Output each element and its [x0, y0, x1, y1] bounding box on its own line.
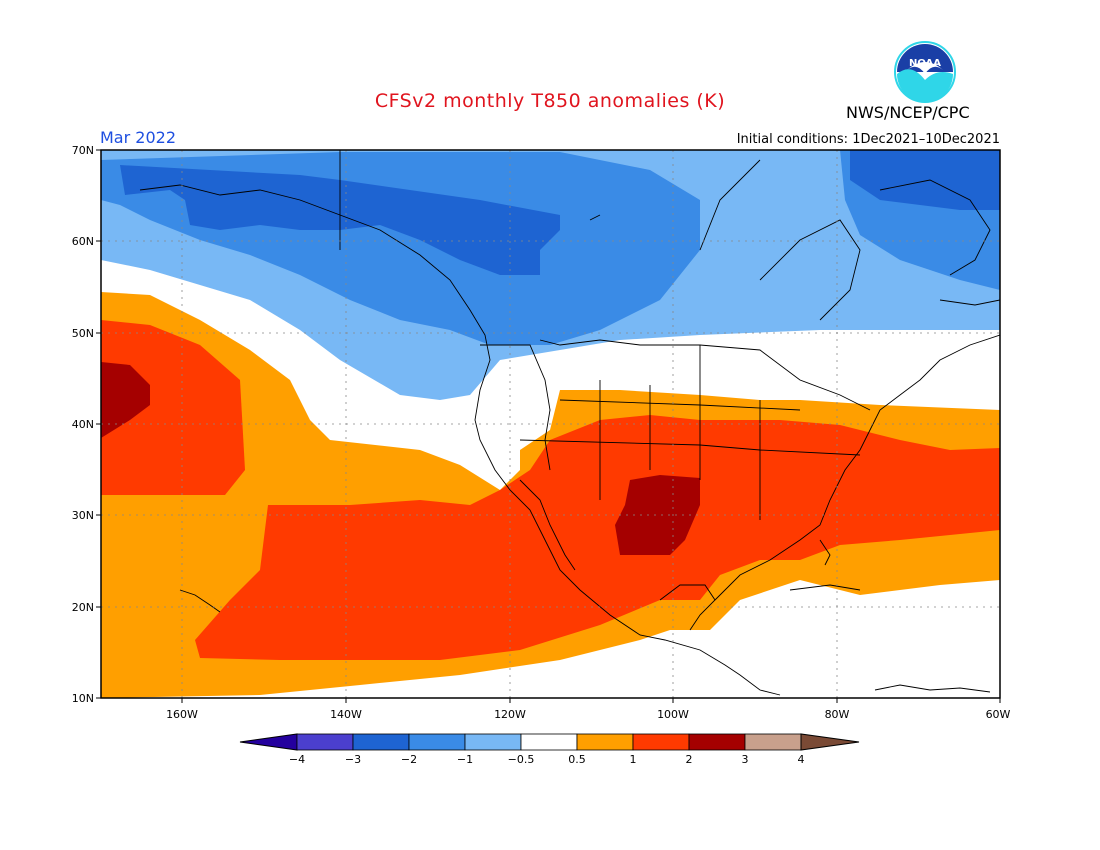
x-tick-label: 120W	[494, 708, 526, 721]
valid-month-label: Mar 2022	[100, 128, 176, 147]
y-tick-label: 60N	[72, 235, 94, 248]
x-tick-label: 100W	[657, 708, 689, 721]
y-tick-label: 10N	[72, 692, 94, 705]
coastlines	[139, 150, 1000, 696]
y-tick-label: 50N	[72, 327, 94, 340]
initial-conditions-label: Initial conditions: 1Dec2021–10Dec2021	[736, 132, 1000, 147]
x-tick-label: 160W	[166, 708, 198, 721]
y-tick-label: 20N	[72, 601, 94, 614]
y-tick-label: 30N	[72, 509, 94, 522]
x-tick-label: 140W	[330, 708, 362, 721]
x-tick-label: 80W	[825, 708, 850, 721]
y-tick-label: 70N	[72, 144, 94, 157]
organization-label: NWS/NCEP/CPC	[846, 103, 970, 122]
y-tick-label: 40N	[72, 418, 94, 431]
chart-title: CFSv2 monthly T850 anomalies (K)	[374, 90, 726, 112]
logo-text: NOAA	[909, 58, 941, 69]
noaa-logo: NOAA	[894, 41, 956, 103]
x-tick-label: 60W	[986, 708, 1011, 721]
tick-marks	[96, 149, 1001, 703]
map-grid	[101, 150, 1000, 698]
